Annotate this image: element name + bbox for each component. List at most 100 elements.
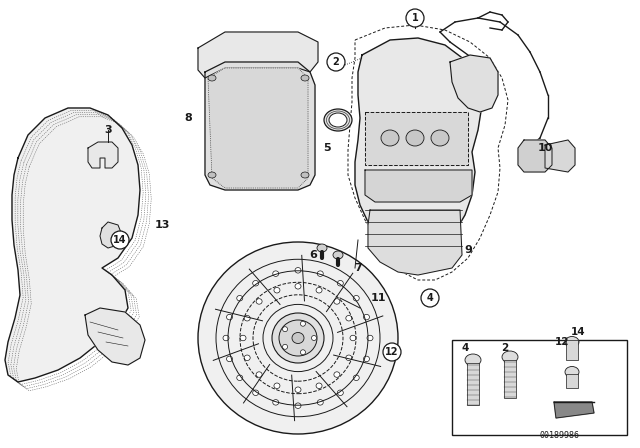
Ellipse shape <box>256 299 262 304</box>
Ellipse shape <box>292 332 304 344</box>
Ellipse shape <box>295 403 301 409</box>
Circle shape <box>421 289 439 307</box>
Ellipse shape <box>465 354 481 366</box>
Polygon shape <box>365 170 472 202</box>
Text: 9: 9 <box>464 245 472 255</box>
Text: 11: 11 <box>371 293 386 303</box>
Ellipse shape <box>565 336 579 348</box>
Ellipse shape <box>431 130 449 146</box>
Ellipse shape <box>227 356 232 362</box>
Text: 12: 12 <box>385 347 399 357</box>
Ellipse shape <box>274 383 280 388</box>
Ellipse shape <box>295 267 301 273</box>
Text: 5: 5 <box>323 143 331 153</box>
Polygon shape <box>545 140 575 172</box>
Polygon shape <box>365 112 468 165</box>
Polygon shape <box>368 210 462 275</box>
Ellipse shape <box>244 355 250 361</box>
Text: 1: 1 <box>412 13 419 23</box>
Ellipse shape <box>301 172 309 178</box>
Ellipse shape <box>353 296 359 301</box>
Ellipse shape <box>282 345 287 349</box>
Ellipse shape <box>312 336 317 340</box>
Text: 2: 2 <box>501 343 509 353</box>
Ellipse shape <box>253 280 259 286</box>
Ellipse shape <box>316 383 322 388</box>
Text: 10: 10 <box>538 143 553 153</box>
Ellipse shape <box>237 375 243 380</box>
Ellipse shape <box>333 251 343 259</box>
Ellipse shape <box>272 313 324 363</box>
Text: 12: 12 <box>555 337 569 347</box>
Text: 7: 7 <box>354 263 362 273</box>
Polygon shape <box>450 55 498 112</box>
Ellipse shape <box>334 299 340 304</box>
Text: 13: 13 <box>154 220 170 230</box>
Ellipse shape <box>316 288 322 293</box>
Ellipse shape <box>381 130 399 146</box>
Polygon shape <box>198 32 318 78</box>
Polygon shape <box>205 62 315 190</box>
Ellipse shape <box>274 288 280 293</box>
Ellipse shape <box>223 335 229 341</box>
FancyBboxPatch shape <box>504 360 516 398</box>
Circle shape <box>383 343 401 361</box>
Text: 14: 14 <box>113 235 127 245</box>
Ellipse shape <box>244 315 250 321</box>
Ellipse shape <box>301 75 309 81</box>
Polygon shape <box>100 222 122 248</box>
Polygon shape <box>355 38 482 258</box>
Ellipse shape <box>317 271 323 276</box>
Ellipse shape <box>295 284 301 289</box>
Circle shape <box>111 231 129 249</box>
Ellipse shape <box>282 327 287 332</box>
Ellipse shape <box>317 400 323 405</box>
Ellipse shape <box>406 130 424 146</box>
Text: 4: 4 <box>461 343 468 353</box>
Ellipse shape <box>346 355 352 361</box>
Ellipse shape <box>334 372 340 377</box>
Ellipse shape <box>300 350 305 355</box>
Ellipse shape <box>273 400 279 405</box>
Text: 6: 6 <box>309 250 317 260</box>
Ellipse shape <box>208 75 216 81</box>
Ellipse shape <box>324 109 352 131</box>
Polygon shape <box>208 68 308 188</box>
Text: 00189986: 00189986 <box>540 431 580 440</box>
FancyBboxPatch shape <box>467 363 479 405</box>
Ellipse shape <box>317 244 327 252</box>
Ellipse shape <box>279 320 317 356</box>
Ellipse shape <box>337 280 343 286</box>
Text: 2: 2 <box>333 57 339 67</box>
Ellipse shape <box>273 271 279 276</box>
Ellipse shape <box>353 375 359 380</box>
Ellipse shape <box>227 314 232 320</box>
Circle shape <box>327 53 345 71</box>
Ellipse shape <box>350 335 356 341</box>
Ellipse shape <box>300 321 305 326</box>
FancyBboxPatch shape <box>566 374 578 388</box>
FancyBboxPatch shape <box>452 340 627 435</box>
Ellipse shape <box>364 314 369 320</box>
Ellipse shape <box>237 296 243 301</box>
Ellipse shape <box>253 390 259 396</box>
Ellipse shape <box>502 351 518 363</box>
Circle shape <box>406 9 424 27</box>
Text: 3: 3 <box>104 125 112 135</box>
Ellipse shape <box>208 172 216 178</box>
Ellipse shape <box>364 356 369 362</box>
Text: 14: 14 <box>571 327 586 337</box>
Ellipse shape <box>240 335 246 341</box>
Ellipse shape <box>346 315 352 321</box>
Polygon shape <box>85 308 145 365</box>
Ellipse shape <box>565 366 579 378</box>
Ellipse shape <box>329 113 347 127</box>
FancyBboxPatch shape <box>566 340 578 360</box>
Text: 8: 8 <box>184 113 192 123</box>
Polygon shape <box>518 140 552 172</box>
Polygon shape <box>554 402 594 418</box>
Text: 4: 4 <box>427 293 433 303</box>
Ellipse shape <box>198 242 398 434</box>
Ellipse shape <box>295 387 301 392</box>
Ellipse shape <box>256 372 262 377</box>
